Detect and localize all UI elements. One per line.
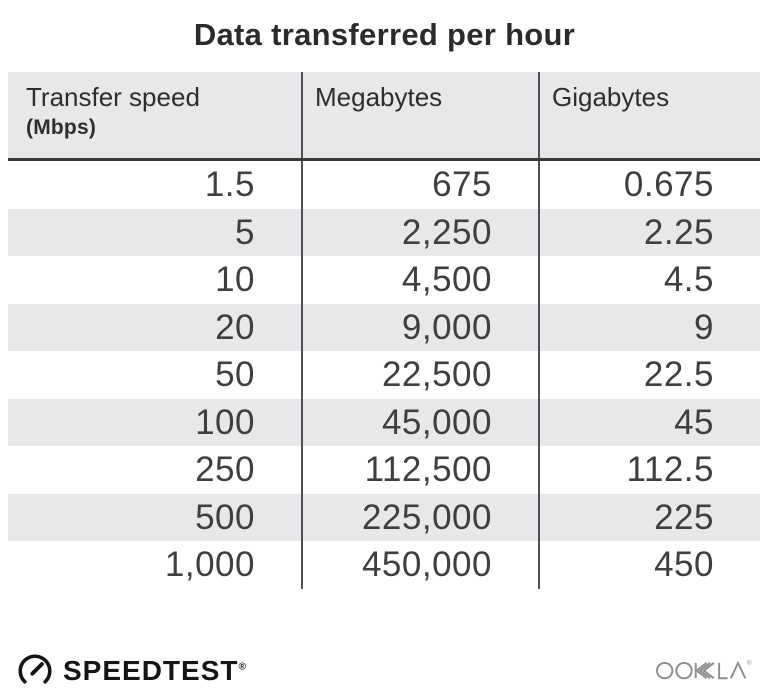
cell-speed: 5 (235, 212, 255, 252)
speedtest-gauge-icon (18, 654, 52, 684)
cell-megabytes: 450,000 (301, 541, 538, 589)
cell-speed: 20 (215, 307, 255, 347)
table-row: 1,000 450,000 450 (8, 541, 760, 589)
cell-megabytes: 45,000 (301, 398, 538, 446)
cell-gigabytes: 450 (538, 541, 760, 589)
table-row: 100 45,000 45 (8, 398, 760, 446)
speedtest-wordmark: SPEEDTEST® (63, 655, 247, 686)
cell-megabytes: 675 (301, 161, 538, 209)
cell-speed: 10 (215, 260, 255, 299)
header-transfer-speed-label: Transfer speed (26, 82, 200, 112)
cell-megabytes: 9,000 (301, 303, 538, 351)
cell-gigabytes: 0.675 (538, 161, 760, 209)
svg-text:®: ® (747, 658, 752, 666)
cell-megabytes: 4,500 (301, 256, 538, 304)
footer: SPEEDTEST® OOKLA ® (16, 652, 755, 690)
cell-speed: 1.5 (204, 165, 255, 204)
table-row: 5 2,250 2.25 (8, 208, 760, 256)
cell-megabytes: 225,000 (301, 493, 538, 541)
table-row: 50 22,500 22.5 (8, 351, 760, 399)
data-table: Transfer speed (Mbps) Megabytes Gigabyte… (8, 72, 760, 589)
ookla-logo: OOKLA ® (655, 654, 755, 689)
cell-gigabytes: 45 (538, 398, 760, 446)
page-title: Data transferred per hour (193, 17, 576, 52)
cell-gigabytes: 9 (538, 303, 760, 351)
ookla-wordmark-icon: ® (656, 658, 752, 679)
cell-gigabytes: 2.25 (538, 208, 760, 256)
cell-speed: 100 (195, 402, 255, 442)
table-header-row: Transfer speed (Mbps) Megabytes Gigabyte… (8, 72, 760, 161)
cell-speed: 1,000 (164, 545, 255, 584)
cell-gigabytes: 225 (538, 493, 760, 541)
cell-megabytes: 112,500 (301, 446, 538, 494)
cell-gigabytes: 4.5 (538, 256, 760, 304)
cell-gigabytes: 112.5 (538, 446, 760, 494)
table-row: 10 4,500 4.5 (8, 256, 760, 304)
header-transfer-speed-unit: (Mbps) (26, 115, 97, 139)
table-row: 500 225,000 225 (8, 493, 760, 541)
cell-speed: 50 (215, 355, 255, 394)
registered-trademark: ® (238, 661, 247, 673)
header-transfer-speed: Transfer speed (Mbps) (8, 72, 301, 158)
header-megabytes: Megabytes (301, 72, 538, 158)
table-row: 250 112,500 112.5 (8, 446, 760, 494)
header-gigabytes: Gigabytes (538, 72, 760, 158)
table-row: 20 9,000 9 (8, 303, 760, 351)
cell-speed: 500 (195, 497, 255, 537)
cell-gigabytes: 22.5 (538, 351, 760, 399)
speedtest-logo: SPEEDTEST® (16, 652, 247, 690)
cell-megabytes: 2,250 (301, 208, 538, 256)
cell-speed: 250 (195, 450, 255, 489)
cell-megabytes: 22,500 (301, 351, 538, 399)
table-row: 1.5 675 0.675 (8, 161, 760, 209)
